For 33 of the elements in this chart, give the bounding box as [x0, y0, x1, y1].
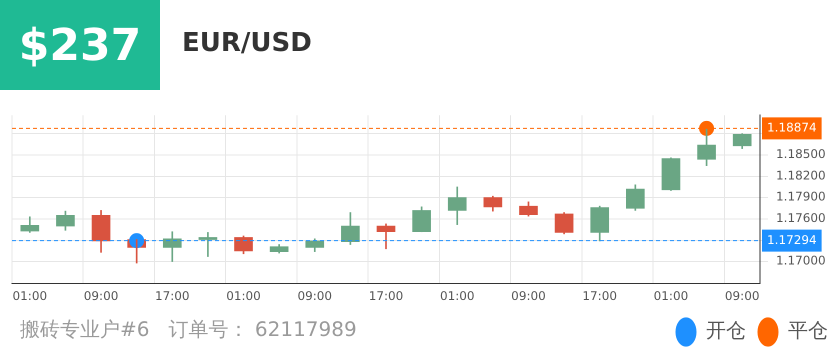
- x-tick-label: 09:00: [297, 288, 332, 303]
- x-tick-label: 09:00: [724, 288, 760, 303]
- candlestick: [662, 158, 680, 191]
- candlestick: [20, 216, 40, 233]
- x-tick-label: 17:00: [582, 288, 618, 303]
- x-tick-label: 01:00: [654, 288, 688, 303]
- text: 搬砖专业户#6 订单号： 62117989: [20, 317, 357, 342]
- x-tick-label: 01:00: [226, 288, 261, 303]
- x-tick-label: 09:00: [84, 288, 118, 303]
- y-tick-label: 1.17900: [776, 190, 826, 204]
- legend-label: 开仓: [706, 318, 746, 342]
- ref-line-label: 1.17294: [767, 232, 817, 247]
- y-tick-label: 1.18200: [776, 168, 826, 182]
- chart-title: EUR/USD: [182, 28, 312, 58]
- x-tick-label: 09:00: [511, 288, 546, 303]
- candlestick: [554, 212, 574, 234]
- candlestick: [412, 206, 431, 232]
- candlestick: [626, 184, 645, 211]
- candlestick: [376, 224, 396, 250]
- candlestick: [92, 210, 110, 253]
- y-tick-label: 1.18500: [776, 147, 826, 162]
- y-tick-label: 1.17000: [776, 254, 826, 268]
- x-tick-label: 01:00: [440, 288, 475, 303]
- chart-subtitle: $237: [0, 0, 160, 90]
- x-tick-label: 01:00: [12, 288, 48, 303]
- candlestick: [198, 232, 218, 257]
- x-tick-label: 17:00: [368, 288, 404, 303]
- candlestick: [732, 133, 752, 149]
- y-tick-label: 1.17600: [776, 211, 826, 226]
- legend-label: 平仓: [788, 318, 828, 342]
- x-tick-label: 17:00: [154, 288, 190, 303]
- candlestick: [56, 210, 75, 231]
- ref-line-label: 1.18874: [767, 120, 817, 135]
